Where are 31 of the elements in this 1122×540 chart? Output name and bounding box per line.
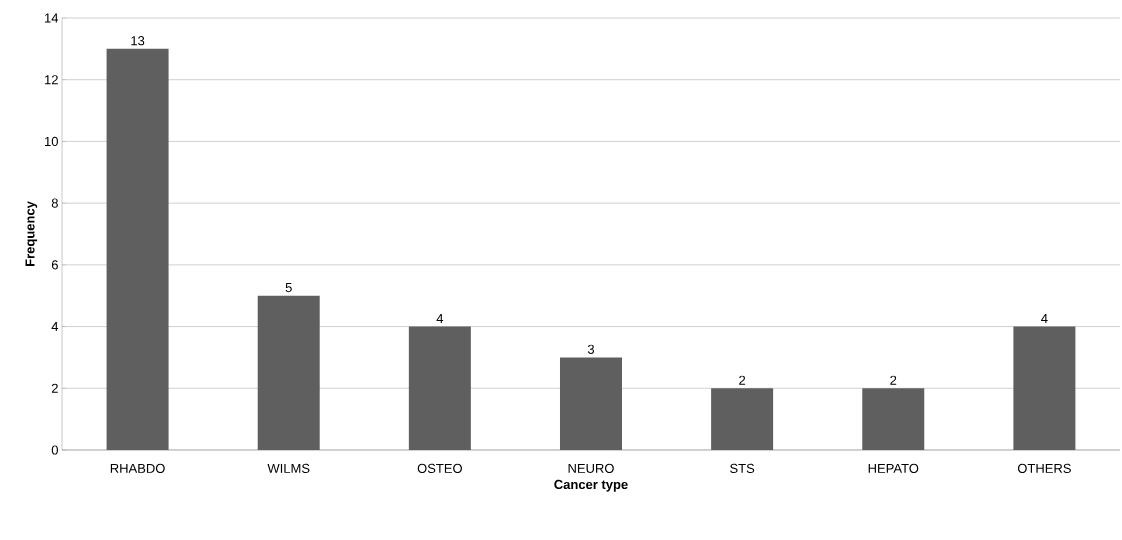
data-label: 2 xyxy=(739,375,746,385)
y-tick-label: 8 xyxy=(51,198,58,208)
bar xyxy=(711,388,774,450)
y-axis-title: Frequency xyxy=(25,201,38,266)
data-label: 3 xyxy=(587,344,595,354)
data-label: 13 xyxy=(131,36,145,46)
y-tick-label: 0 xyxy=(51,445,58,455)
data-label: 4 xyxy=(1041,314,1048,324)
bar xyxy=(257,295,320,450)
bar xyxy=(559,357,622,450)
data-label: 5 xyxy=(285,283,292,293)
x-tick-label: WILMS xyxy=(267,463,310,473)
bar xyxy=(862,388,925,450)
x-tick-label: HEPATO xyxy=(868,463,919,473)
x-tick-label: OSTEO xyxy=(417,463,462,473)
bar xyxy=(1013,326,1076,450)
y-tick-label: 12 xyxy=(45,75,58,85)
x-tick-label: STS xyxy=(730,463,755,473)
y-tick-label: 14 xyxy=(45,13,59,23)
y-tick-label: 4 xyxy=(51,322,59,332)
x-tick-label: NEURO xyxy=(568,463,614,473)
y-tick-label: 6 xyxy=(51,260,58,270)
data-label: 4 xyxy=(436,314,444,324)
bar xyxy=(106,48,169,450)
x-tick-label: OTHERS xyxy=(1017,463,1071,473)
data-label: 2 xyxy=(890,375,897,385)
x-axis-title: Cancer type xyxy=(554,479,628,492)
x-tick-label: RHABDO xyxy=(110,463,165,473)
bar xyxy=(408,326,471,450)
y-tick-label: 10 xyxy=(45,136,58,147)
y-tick-label: 2 xyxy=(51,383,58,393)
